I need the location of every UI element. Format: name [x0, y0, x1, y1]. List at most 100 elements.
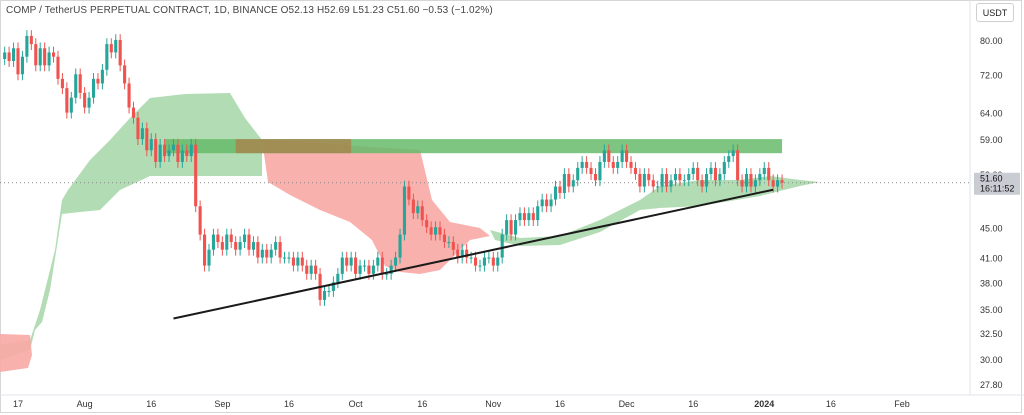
currency-unit-button[interactable]: USDT — [976, 3, 1014, 22]
candle — [496, 251, 500, 272]
candle — [482, 251, 486, 272]
candle — [296, 251, 300, 272]
candle — [140, 122, 144, 146]
candle — [358, 259, 362, 280]
candle — [336, 268, 340, 289]
candle — [531, 207, 535, 227]
candle — [438, 221, 442, 241]
x-tick-label: 16 — [284, 399, 294, 409]
candle — [633, 162, 638, 180]
candle — [549, 193, 553, 213]
ascending-trendline — [173, 188, 774, 320]
candle — [234, 236, 238, 256]
candle — [753, 174, 757, 193]
candle — [491, 251, 495, 272]
candle — [345, 251, 349, 272]
candle — [211, 228, 216, 256]
candle — [616, 156, 620, 174]
candle — [87, 91, 91, 114]
candle — [598, 156, 602, 187]
candle — [509, 214, 513, 241]
candle — [473, 251, 478, 272]
resistance-zone-overlap — [235, 139, 352, 154]
x-tick-label: Nov — [485, 399, 502, 409]
candle — [776, 174, 780, 193]
y-tick-label: 80.00 — [980, 36, 1003, 46]
y-tick-label: 72.00 — [980, 70, 1003, 80]
candle — [665, 168, 669, 193]
candle — [20, 50, 24, 81]
candle — [700, 174, 704, 193]
candle — [242, 228, 247, 248]
candle — [625, 144, 629, 168]
candle — [465, 243, 469, 264]
candle — [109, 38, 113, 59]
candle — [225, 228, 229, 256]
candle — [660, 168, 664, 193]
candle — [722, 156, 726, 180]
candle — [300, 251, 304, 272]
x-tick-label: Dec — [619, 399, 636, 409]
candle — [607, 144, 611, 168]
candle — [216, 228, 220, 248]
candle — [167, 144, 171, 162]
candle — [131, 101, 136, 124]
candle — [558, 180, 562, 199]
candle — [709, 162, 713, 180]
candle — [43, 42, 47, 72]
candle — [287, 251, 291, 264]
candle — [51, 46, 56, 63]
candle — [656, 180, 660, 193]
candle — [731, 144, 735, 162]
candle — [238, 236, 242, 256]
y-tick-label: 30.00 — [980, 355, 1003, 365]
candle — [65, 82, 69, 119]
candle — [34, 38, 38, 72]
candle — [682, 174, 686, 187]
candle — [176, 138, 180, 168]
candle — [220, 236, 224, 256]
candle — [114, 34, 118, 59]
candle — [331, 276, 335, 297]
x-tick-label: 16 — [146, 399, 156, 409]
candle — [740, 174, 744, 193]
candle — [585, 156, 589, 174]
candle — [185, 144, 189, 162]
candle — [376, 251, 380, 272]
candle — [602, 144, 606, 168]
candle — [451, 236, 455, 256]
candle — [74, 68, 78, 104]
candle — [429, 221, 433, 241]
candle — [678, 168, 682, 187]
candle — [380, 251, 384, 280]
candle — [638, 168, 642, 193]
candle — [691, 162, 695, 180]
candle — [309, 259, 313, 280]
x-tick-label: 16 — [826, 399, 836, 409]
candle — [274, 236, 278, 256]
x-tick-label: Oct — [349, 399, 364, 409]
y-tick-label: 32.50 — [980, 329, 1003, 339]
y-tick-label: 35.00 — [980, 305, 1003, 315]
candle — [744, 168, 749, 193]
candle — [593, 168, 598, 187]
candle — [589, 162, 593, 180]
candle — [571, 174, 575, 193]
candle — [127, 77, 131, 114]
candle — [736, 144, 740, 187]
candle — [420, 200, 424, 227]
candle — [105, 38, 109, 76]
candle — [145, 122, 149, 157]
candle — [247, 228, 251, 256]
candle — [642, 168, 646, 193]
x-tick-label: Feb — [894, 399, 910, 409]
candle — [562, 168, 566, 199]
ichimoku-cloud-bearish — [262, 140, 490, 274]
candle — [478, 259, 482, 272]
candle — [207, 243, 211, 272]
candle — [553, 180, 558, 206]
candle — [278, 236, 282, 264]
ichimoku-cloud-bullish — [490, 176, 820, 246]
candle — [487, 251, 491, 264]
